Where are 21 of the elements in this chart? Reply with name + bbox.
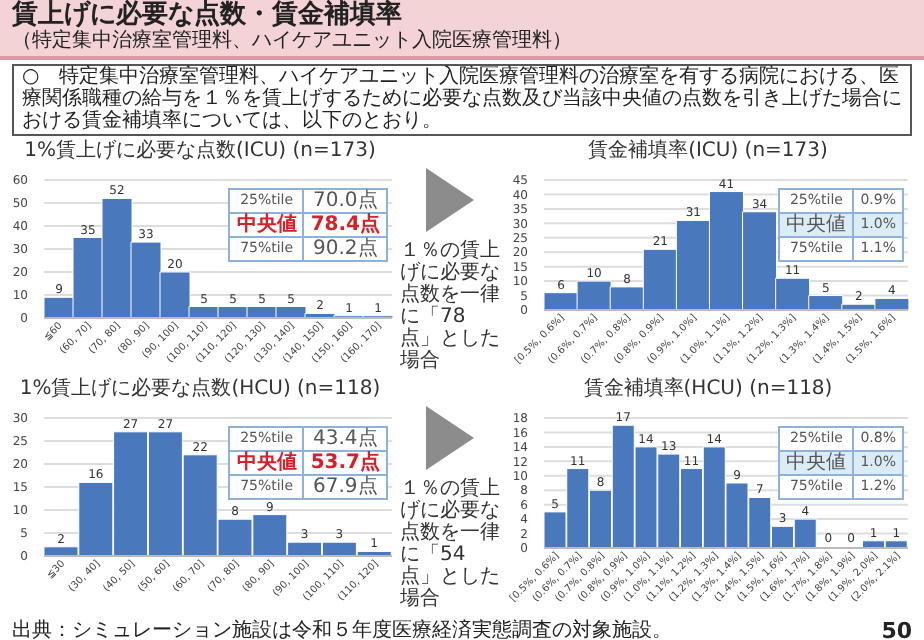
text: 賃上げに必要な点数・賃金補填率 — [12, 0, 404, 30]
annotation: 67.9点 — [303, 475, 387, 499]
annotation: 中央値 — [229, 451, 304, 475]
annotation: 43.4点 — [303, 427, 387, 451]
chart-title: 賃金補填率(ICU) (n=173) — [586, 140, 830, 164]
annotation: 中央値 — [779, 451, 854, 475]
chart-title: 1%賃上げに必要な点数(ICU) (n=173) — [22, 140, 378, 164]
text: ○ 特定集中治療室管理料、ハイケアユニット入院医療管理料の治療室を有する病院における、医療関係職種の給与を１％を賃上げするために必要な点数及び当該中央値の点数を引き上げた場合における賃金補填率については、以下のとおり。 — [12, 64, 912, 136]
chart-title: 賃金補填率(HCU) (n=118) — [581, 378, 835, 402]
annotation: 70.0点 — [303, 189, 387, 213]
chart-title: 1%賃上げに必要な点数(HCU) (n=118) — [17, 378, 383, 402]
text: 50 — [881, 617, 912, 640]
source-note: 出典：シミュレーション施設は令和５年度医療経済実態調査の対象施設。 — [12, 617, 672, 640]
annotation: 中央値 — [229, 213, 304, 237]
text: （特定集中治療室管理料、ハイケアユニット入院医療管理料） — [12, 30, 574, 52]
text: １％の賃上げに必要な点数を一律に「78点」とした場合 — [400, 240, 500, 372]
text: １％の賃上げに必要な点数を一律に「54点」とした場合 — [400, 478, 500, 610]
annotation: 90.2点 — [303, 237, 387, 261]
annotation: 53.7点 — [303, 451, 387, 475]
annotation: 中央値 — [779, 213, 854, 237]
annotation: 78.4点 — [303, 213, 387, 237]
